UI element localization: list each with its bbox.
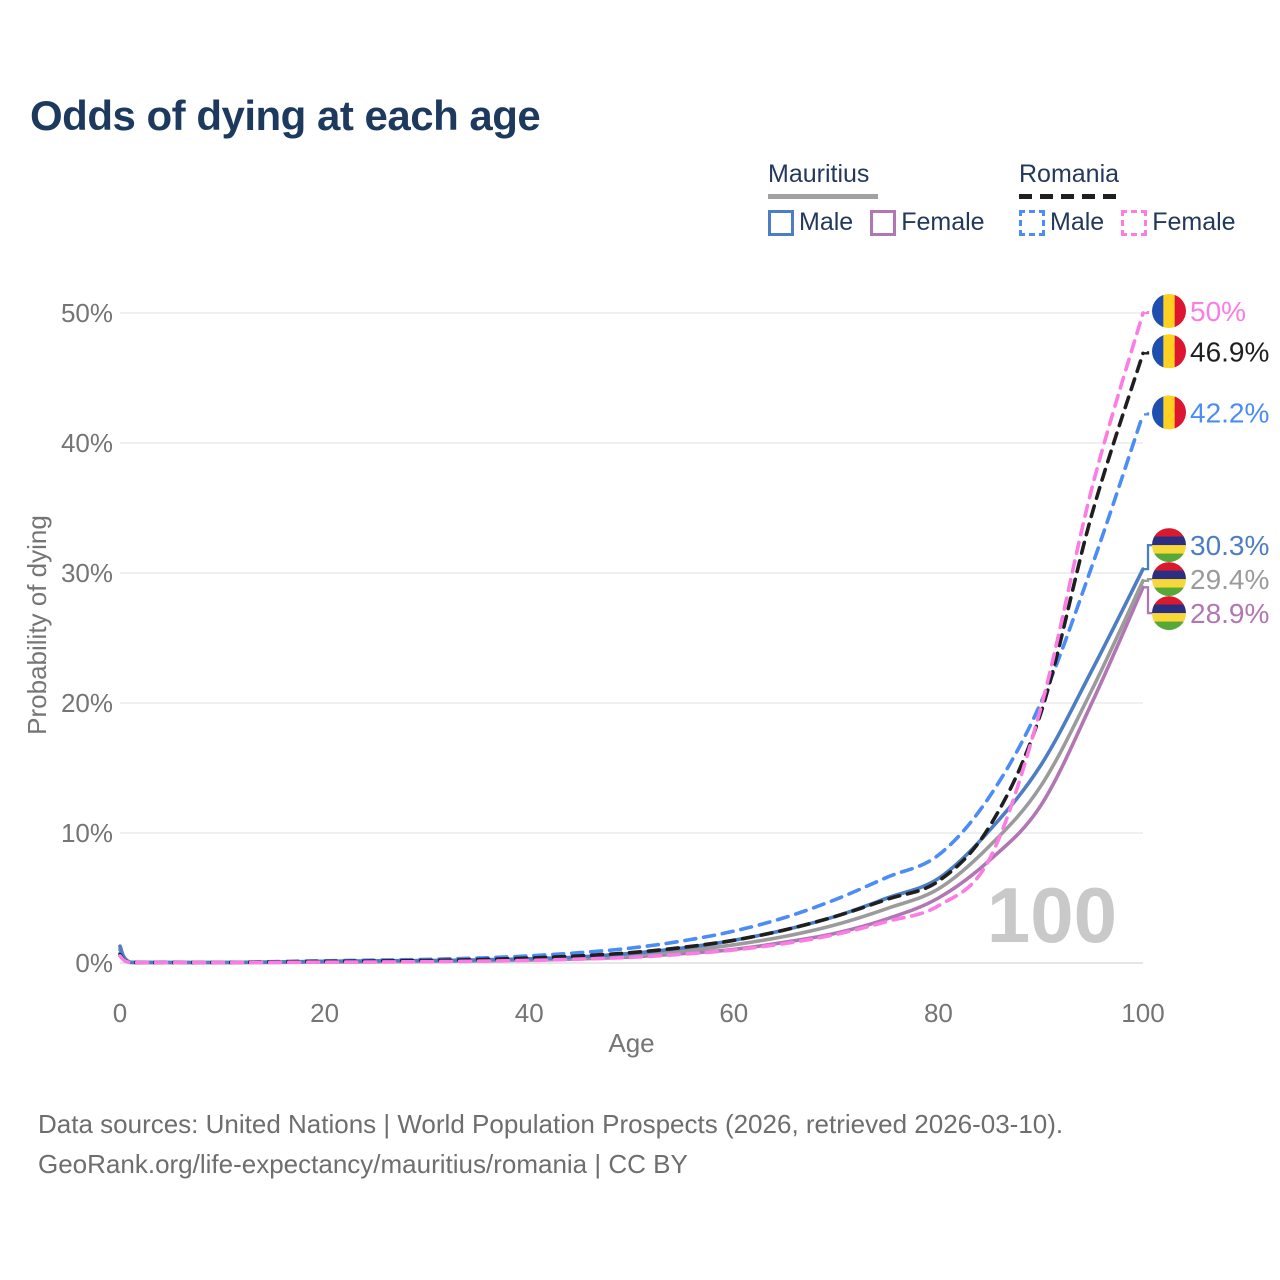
legend-item-mauritius-female[interactable]: Female xyxy=(870,208,985,237)
end-label-romania-combined: 46.9% xyxy=(1190,336,1269,367)
legend-items-romania: Male Female xyxy=(1019,208,1236,237)
legend-item-romania-female[interactable]: Female xyxy=(1121,208,1236,237)
legend-item-label: Male xyxy=(1050,208,1105,236)
end-label-mauritius-male: 30.3% xyxy=(1190,530,1269,561)
x-tick-label: 60 xyxy=(719,998,748,1028)
y-axis-title: Probability of dying xyxy=(22,515,52,735)
label-connector-romania-combined xyxy=(1144,350,1153,355)
y-tick-label: 40% xyxy=(61,428,113,458)
label-connector-mauritius-combined xyxy=(1144,577,1153,582)
romania-flag-icon xyxy=(1152,294,1186,328)
legend-country-label-mauritius: Mauritius xyxy=(768,160,870,188)
legend-item-label: Female xyxy=(901,208,985,236)
y-tick-label: 10% xyxy=(61,818,113,848)
legend-group-mauritius: Mauritius Male Female xyxy=(768,160,985,237)
legend-group-romania: Romania Male Female xyxy=(1019,160,1236,237)
legend-item-romania-male[interactable]: Male xyxy=(1019,208,1104,237)
end-label-mauritius-combined: 29.4% xyxy=(1190,564,1269,595)
romania-flag-icon xyxy=(1152,334,1186,369)
mauritius-flag-icon xyxy=(1152,528,1186,563)
series-line-romania-combined[interactable] xyxy=(118,351,1145,965)
mauritius-flag-icon xyxy=(1152,596,1186,631)
mauritius-male-swatch-icon xyxy=(768,209,794,236)
label-connector-mauritius-female xyxy=(1144,586,1153,615)
x-tick-label: 100 xyxy=(1121,998,1164,1028)
romania-combined-line-swatch xyxy=(1019,194,1119,199)
age-watermark: 100 xyxy=(987,871,1117,959)
romania-flag-icon xyxy=(1152,395,1186,430)
x-tick-label: 80 xyxy=(924,998,953,1028)
label-connector-romania-female xyxy=(1144,309,1153,315)
end-label-mauritius-female: 28.9% xyxy=(1190,598,1269,629)
y-tick-label: 20% xyxy=(61,688,113,718)
x-axis-title: Age xyxy=(608,1028,654,1058)
x-tick-label: 20 xyxy=(310,998,339,1028)
data-sources: Data sources: United Nations | World Pop… xyxy=(38,1104,1063,1184)
label-connector-romania-male xyxy=(1144,411,1153,416)
y-tick-label: 50% xyxy=(61,298,113,328)
legend-item-label: Male xyxy=(799,208,854,236)
romania-female-swatch-icon xyxy=(1121,209,1148,236)
end-label-romania-female: 50% xyxy=(1190,296,1246,327)
page-title: Odds of dying at each age xyxy=(30,92,541,139)
romania-male-swatch-icon xyxy=(1019,209,1045,236)
x-tick-label: 40 xyxy=(515,998,544,1028)
mauritius-combined-line-swatch xyxy=(768,194,878,199)
legend-country-label-romania: Romania xyxy=(1019,160,1120,188)
series-line-romania-male[interactable] xyxy=(118,412,1145,965)
footer-line-2: GeoRank.org/life-expectancy/mauritius/ro… xyxy=(38,1149,688,1179)
legend-country-mauritius[interactable]: Mauritius xyxy=(768,160,985,199)
mauritius-flag-icon xyxy=(1152,562,1186,597)
legend-items-mauritius: Male Female xyxy=(768,208,985,237)
legend-country-romania[interactable]: Romania xyxy=(1019,160,1236,199)
x-tick-label: 0 xyxy=(113,998,127,1028)
footer-line-1: Data sources: United Nations | World Pop… xyxy=(38,1109,1064,1139)
y-tick-label: 30% xyxy=(61,558,113,588)
y-tick-label: 0% xyxy=(75,948,113,978)
legend-item-mauritius-male[interactable]: Male xyxy=(768,208,853,237)
end-label-romania-male: 42.2% xyxy=(1190,397,1269,428)
series-line-romania-female[interactable] xyxy=(118,311,1145,965)
legend-item-label: Female xyxy=(1152,208,1236,236)
mauritius-female-swatch-icon xyxy=(870,209,897,236)
label-connector-mauritius-male xyxy=(1144,543,1153,571)
